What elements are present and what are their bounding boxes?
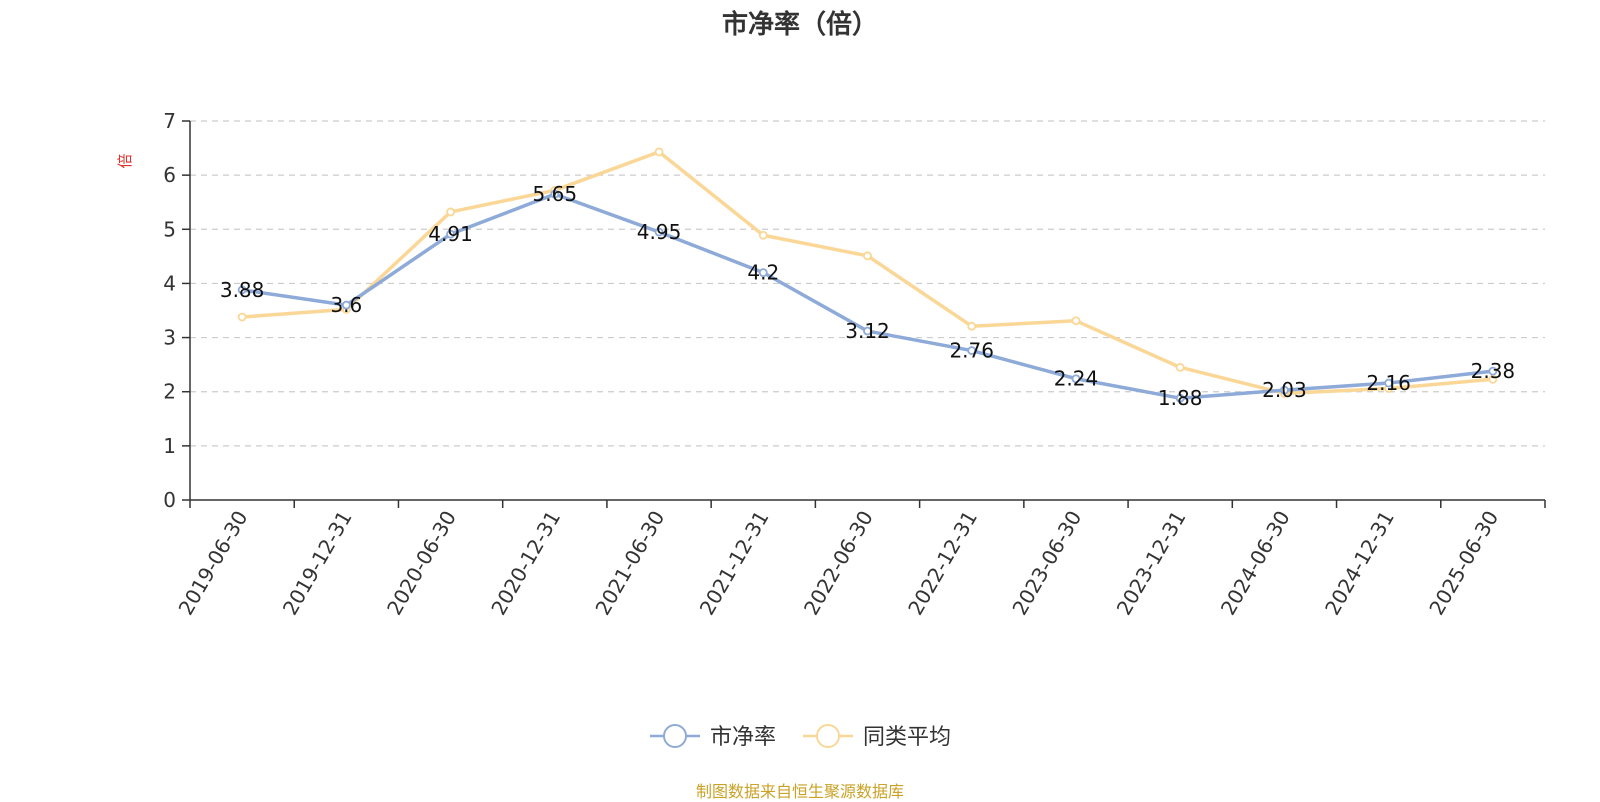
- y-tick-label: 3: [163, 326, 176, 350]
- data-point: [1175, 362, 1185, 372]
- x-tick-label: 2019-12-31: [278, 507, 357, 620]
- data-point: [237, 285, 247, 295]
- x-tick-label: 2023-12-31: [1112, 507, 1191, 620]
- data-point: [446, 229, 455, 239]
- data-point: [654, 227, 664, 237]
- legend-marker: [816, 724, 840, 748]
- data-point: [1175, 393, 1185, 403]
- source-note: 制图数据来自恒生聚源数据库: [695, 782, 904, 801]
- y-tick-label: 4: [163, 271, 176, 295]
- series-line: [241, 150, 1494, 396]
- x-tick-label: 2019-06-30: [174, 507, 253, 620]
- y-tick-label: 5: [163, 217, 176, 241]
- legend-item[interactable]: 同类平均: [803, 724, 951, 750]
- x-tick-label: 2020-12-31: [486, 507, 565, 620]
- data-label: 3.6: [330, 293, 362, 317]
- data-point: [1071, 316, 1081, 326]
- x-tick-label: 2023-06-30: [1007, 507, 1086, 620]
- data-label: 2.03: [1262, 378, 1307, 402]
- data-label: 2.16: [1366, 371, 1411, 395]
- data-label: 2.76: [949, 339, 994, 363]
- legend-item[interactable]: 市净率: [650, 724, 776, 750]
- x-tick-label: 2022-12-31: [903, 507, 982, 620]
- data-point: [967, 346, 977, 355]
- x-tick-label: 2022-06-30: [799, 507, 878, 620]
- data-point: [341, 300, 351, 310]
- x-tick-label: 2025-06-30: [1424, 507, 1503, 620]
- y-tick-label: 1: [163, 434, 176, 458]
- x-tick-label: 2020-06-30: [382, 507, 461, 620]
- data-label: 1.88: [1158, 386, 1203, 410]
- data-label: 3.88: [220, 278, 265, 302]
- data-label: 2.38: [1471, 359, 1516, 383]
- chart-title: 市净率（倍）: [721, 10, 878, 40]
- x-tick-label: 2021-06-30: [590, 507, 669, 620]
- data-label: 2.24: [1054, 367, 1099, 391]
- series-lines: [237, 147, 1498, 403]
- data-label: 5.65: [533, 182, 578, 206]
- data-label: 4.95: [637, 220, 682, 244]
- data-point: [1488, 374, 1498, 384]
- data-point: [1280, 385, 1289, 395]
- data-point: [1384, 378, 1394, 388]
- legend-label: 同类平均: [863, 725, 951, 750]
- data-point: [863, 326, 872, 336]
- x-tick-label: 2024-12-31: [1320, 507, 1399, 620]
- data-point: [237, 312, 247, 322]
- legend-marker: [663, 724, 687, 748]
- legend-label: 市净率: [710, 725, 776, 750]
- grid-lines: [190, 120, 1545, 447]
- x-tick-label: 2024-06-30: [1216, 507, 1295, 620]
- axes: 0 1 2 3 4 5 6 7 倍 2019-06-30 2019-12-31 2020-06-30 2…: [116, 109, 1546, 620]
- data-point: [967, 321, 977, 331]
- data-label: 3.12: [845, 319, 890, 343]
- data-label: 4.91: [428, 222, 473, 246]
- data-point: [863, 251, 872, 261]
- legend[interactable]: 市净率 同类平均: [650, 724, 951, 750]
- data-point: [550, 189, 560, 199]
- data-labels: 3.88 3.6 4.91 5.65 4.95 4.2 3.12 2.76 2.24 1.88 2.…: [220, 182, 1515, 410]
- data-point: [446, 207, 455, 217]
- y-axis-label: 倍: [116, 153, 134, 168]
- data-point: [758, 268, 768, 278]
- y-tick-label: 2: [163, 380, 176, 404]
- data-point: [758, 230, 768, 240]
- data-point: [1488, 366, 1498, 376]
- data-point: [1071, 374, 1081, 384]
- y-tick-label: 0: [163, 488, 176, 512]
- y-tick-label: 6: [163, 163, 176, 187]
- data-label: 4.2: [747, 261, 779, 285]
- x-tick-label: 2021-12-31: [695, 507, 774, 620]
- y-tick-label: 7: [163, 109, 176, 133]
- data-point: [654, 147, 664, 157]
